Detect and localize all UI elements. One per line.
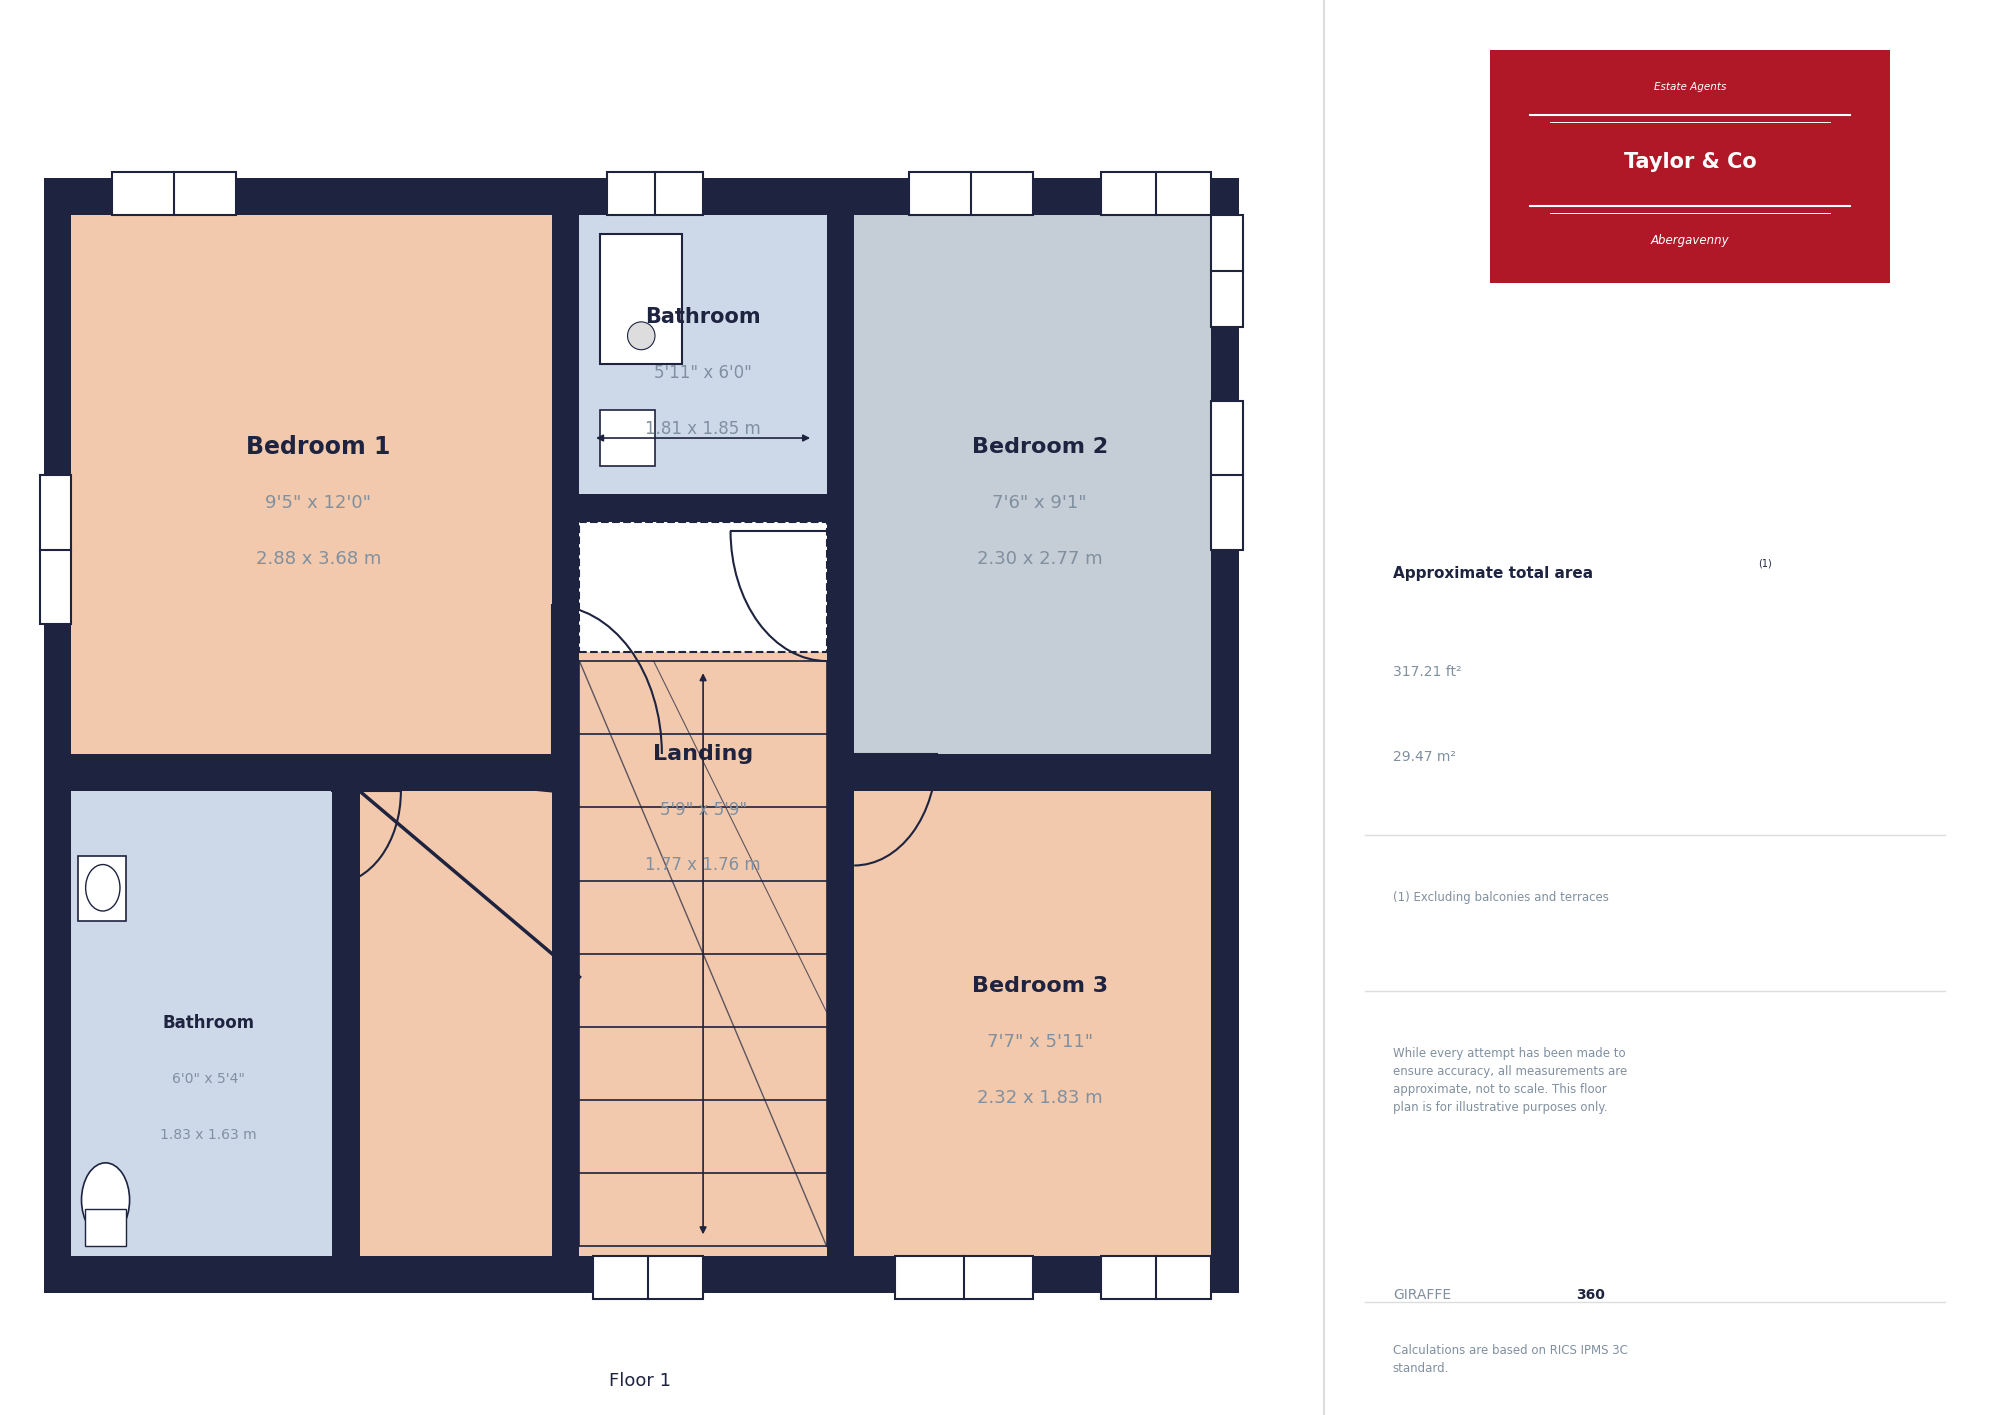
Bar bbox=[594, 1255, 704, 1299]
Text: Estate Agents: Estate Agents bbox=[1654, 82, 1726, 92]
Text: Floor 1: Floor 1 bbox=[608, 1371, 672, 1390]
Text: Bathroom: Bathroom bbox=[646, 307, 760, 327]
Text: Calculations are based on RICS IPMS 3C
standard.: Calculations are based on RICS IPMS 3C s… bbox=[1392, 1344, 1628, 1375]
Text: Abergavenny: Abergavenny bbox=[1650, 235, 1730, 248]
Text: 2.88 x 3.68 m: 2.88 x 3.68 m bbox=[256, 550, 382, 567]
Text: (1): (1) bbox=[1758, 559, 1772, 569]
Text: While every attempt has been made to
ensure accuracy, all measurements are
appro: While every attempt has been made to ens… bbox=[1392, 1047, 1628, 1114]
Bar bbox=[606, 173, 704, 215]
Bar bbox=[594, 1255, 704, 1299]
Bar bbox=[44, 178, 1238, 215]
Bar bbox=[1212, 178, 1238, 1293]
Bar bbox=[580, 512, 826, 1255]
Text: 5'11" x 6'0": 5'11" x 6'0" bbox=[654, 364, 752, 382]
Text: 2.30 x 2.77 m: 2.30 x 2.77 m bbox=[976, 550, 1102, 567]
Bar bbox=[580, 494, 826, 531]
Text: Bedroom 3: Bedroom 3 bbox=[972, 976, 1108, 996]
Bar bbox=[44, 1255, 1238, 1293]
Text: 7'6" x 9'1": 7'6" x 9'1" bbox=[992, 494, 1086, 512]
Text: 5'9" x 5'9": 5'9" x 5'9" bbox=[660, 801, 746, 819]
Text: 360: 360 bbox=[1576, 1288, 1604, 1302]
Bar bbox=[1212, 400, 1242, 549]
Bar bbox=[72, 754, 552, 791]
Text: Approximate total area: Approximate total area bbox=[1392, 566, 1592, 582]
Bar bbox=[78, 856, 126, 921]
Bar bbox=[1102, 1255, 1212, 1299]
Bar bbox=[72, 215, 552, 773]
Bar bbox=[854, 773, 1212, 1255]
Bar bbox=[84, 1210, 126, 1247]
Bar bbox=[332, 754, 360, 1255]
Bar bbox=[1212, 215, 1242, 327]
Bar bbox=[360, 773, 552, 1255]
Ellipse shape bbox=[628, 321, 656, 350]
Text: 1.81 x 1.85 m: 1.81 x 1.85 m bbox=[646, 420, 760, 437]
Bar bbox=[600, 410, 656, 466]
Text: Bedroom 1: Bedroom 1 bbox=[246, 436, 390, 460]
Bar bbox=[580, 522, 826, 652]
Bar bbox=[1102, 173, 1212, 215]
Bar bbox=[896, 1255, 1032, 1299]
Bar bbox=[826, 178, 854, 1255]
Bar bbox=[44, 178, 72, 1293]
Bar bbox=[910, 173, 1032, 215]
Bar bbox=[552, 773, 580, 1255]
Bar bbox=[112, 173, 236, 215]
Bar bbox=[1212, 400, 1242, 549]
Bar bbox=[1102, 173, 1212, 215]
Text: 6'0" x 5'4": 6'0" x 5'4" bbox=[172, 1073, 246, 1087]
Text: (1) Excluding balconies and terraces: (1) Excluding balconies and terraces bbox=[1392, 891, 1608, 904]
Text: 317.21 ft²: 317.21 ft² bbox=[1392, 665, 1462, 679]
Ellipse shape bbox=[86, 865, 120, 911]
Bar bbox=[112, 173, 236, 215]
Text: 2.32 x 1.83 m: 2.32 x 1.83 m bbox=[976, 1088, 1102, 1107]
Text: GIRAFFE: GIRAFFE bbox=[1392, 1288, 1450, 1302]
Bar bbox=[910, 173, 1032, 215]
Text: 29.47 m²: 29.47 m² bbox=[1392, 750, 1456, 764]
Bar bbox=[1102, 1255, 1212, 1299]
Text: 1.83 x 1.63 m: 1.83 x 1.63 m bbox=[160, 1128, 256, 1142]
Bar bbox=[580, 215, 826, 512]
Bar bbox=[896, 1255, 1032, 1299]
FancyBboxPatch shape bbox=[1474, 40, 1906, 293]
Ellipse shape bbox=[82, 1163, 130, 1237]
Bar bbox=[606, 173, 704, 215]
Bar bbox=[854, 754, 1212, 791]
Text: Taylor & Co: Taylor & Co bbox=[1624, 151, 1756, 171]
Bar bbox=[600, 233, 682, 364]
Bar bbox=[552, 178, 580, 773]
Text: 7'7" x 5'11": 7'7" x 5'11" bbox=[986, 1033, 1092, 1051]
Text: Landing: Landing bbox=[652, 744, 754, 764]
Text: 1.77 x 1.76 m: 1.77 x 1.76 m bbox=[646, 856, 760, 874]
Text: Bedroom 2: Bedroom 2 bbox=[972, 437, 1108, 457]
Bar bbox=[72, 773, 332, 1255]
Text: Bathroom: Bathroom bbox=[162, 1015, 254, 1033]
Text: 9'5" x 12'0": 9'5" x 12'0" bbox=[266, 494, 372, 512]
Bar bbox=[40, 475, 72, 624]
Bar bbox=[1212, 215, 1242, 327]
Bar bbox=[40, 475, 72, 624]
Bar bbox=[854, 215, 1212, 773]
